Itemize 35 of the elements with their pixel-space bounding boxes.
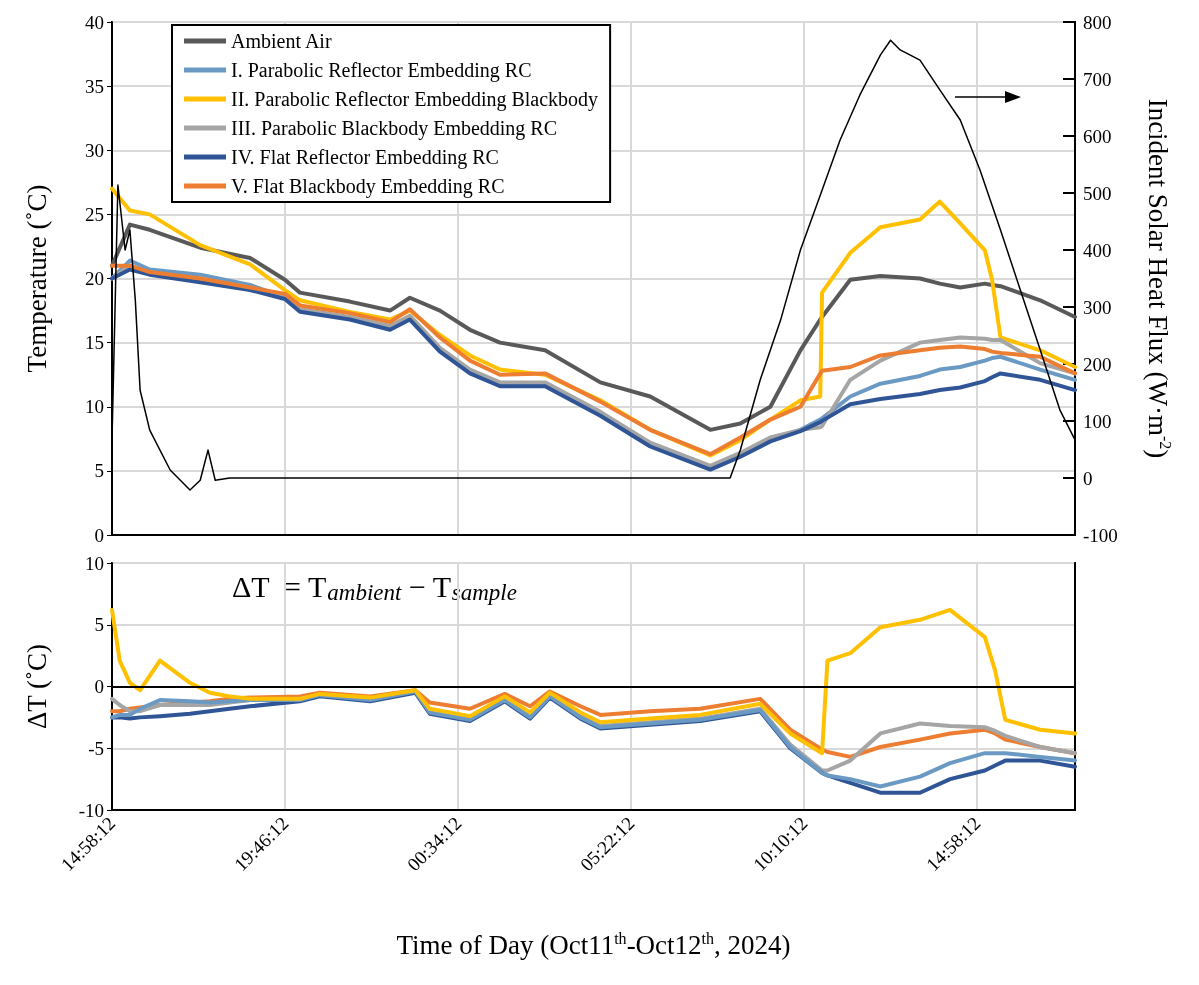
- y2-tick-label: 400: [1083, 239, 1112, 261]
- y-tick-label: 20: [85, 268, 104, 289]
- y-tick-label: 30: [85, 139, 104, 161]
- line-series: [110, 222, 1077, 432]
- y-tick-label: 15: [85, 332, 104, 354]
- line-series: [110, 607, 1077, 756]
- y-tick-label: 5: [94, 460, 104, 482]
- y-tick-label: -5: [88, 737, 104, 759]
- y-tick-label: 40: [85, 11, 104, 33]
- y2-axis-title: Incident Solar Heat Flux (W·m-2): [1143, 98, 1174, 459]
- y-tick-label: 10: [85, 396, 104, 418]
- legend-label: IV. Flat Reflector Embedding RC: [231, 146, 499, 169]
- legend-label: Ambient Air: [231, 30, 332, 52]
- y-axis-title: Temperature (˚C): [21, 184, 52, 373]
- y2-tick-label: 700: [1083, 68, 1112, 90]
- y-tick-label: 0: [94, 524, 104, 546]
- y-tick-label: 10: [85, 552, 104, 574]
- y2-tick-label: -100: [1083, 524, 1118, 546]
- y2-tick-label: 200: [1083, 353, 1112, 375]
- y-tick-label: 25: [85, 203, 104, 225]
- legend-label: I. Parabolic Reflector Embedding RC: [231, 59, 532, 82]
- y2-tick-label: 0: [1083, 467, 1093, 489]
- y2-tick-label: 300: [1083, 296, 1112, 318]
- y-tick-label: 0: [94, 676, 104, 697]
- y-axis-title: ΔT (˚C): [21, 643, 52, 730]
- y2-tick-label: 600: [1083, 125, 1112, 147]
- legend-label: II. Parabolic Reflector Embedding Blackbody: [231, 88, 599, 111]
- y2-tick-label: 500: [1083, 182, 1112, 204]
- y-tick-label: 5: [94, 614, 104, 636]
- y-tick-label: 35: [85, 75, 104, 97]
- legend-label: V. Flat Blackbody Embedding RC: [231, 175, 505, 198]
- y-tick-label: -10: [78, 799, 104, 821]
- legend-label: III. Parabolic Blackbody Embedding RC: [231, 117, 558, 140]
- y2-tick-label: 100: [1083, 410, 1112, 432]
- y2-tick-label: 800: [1083, 11, 1112, 33]
